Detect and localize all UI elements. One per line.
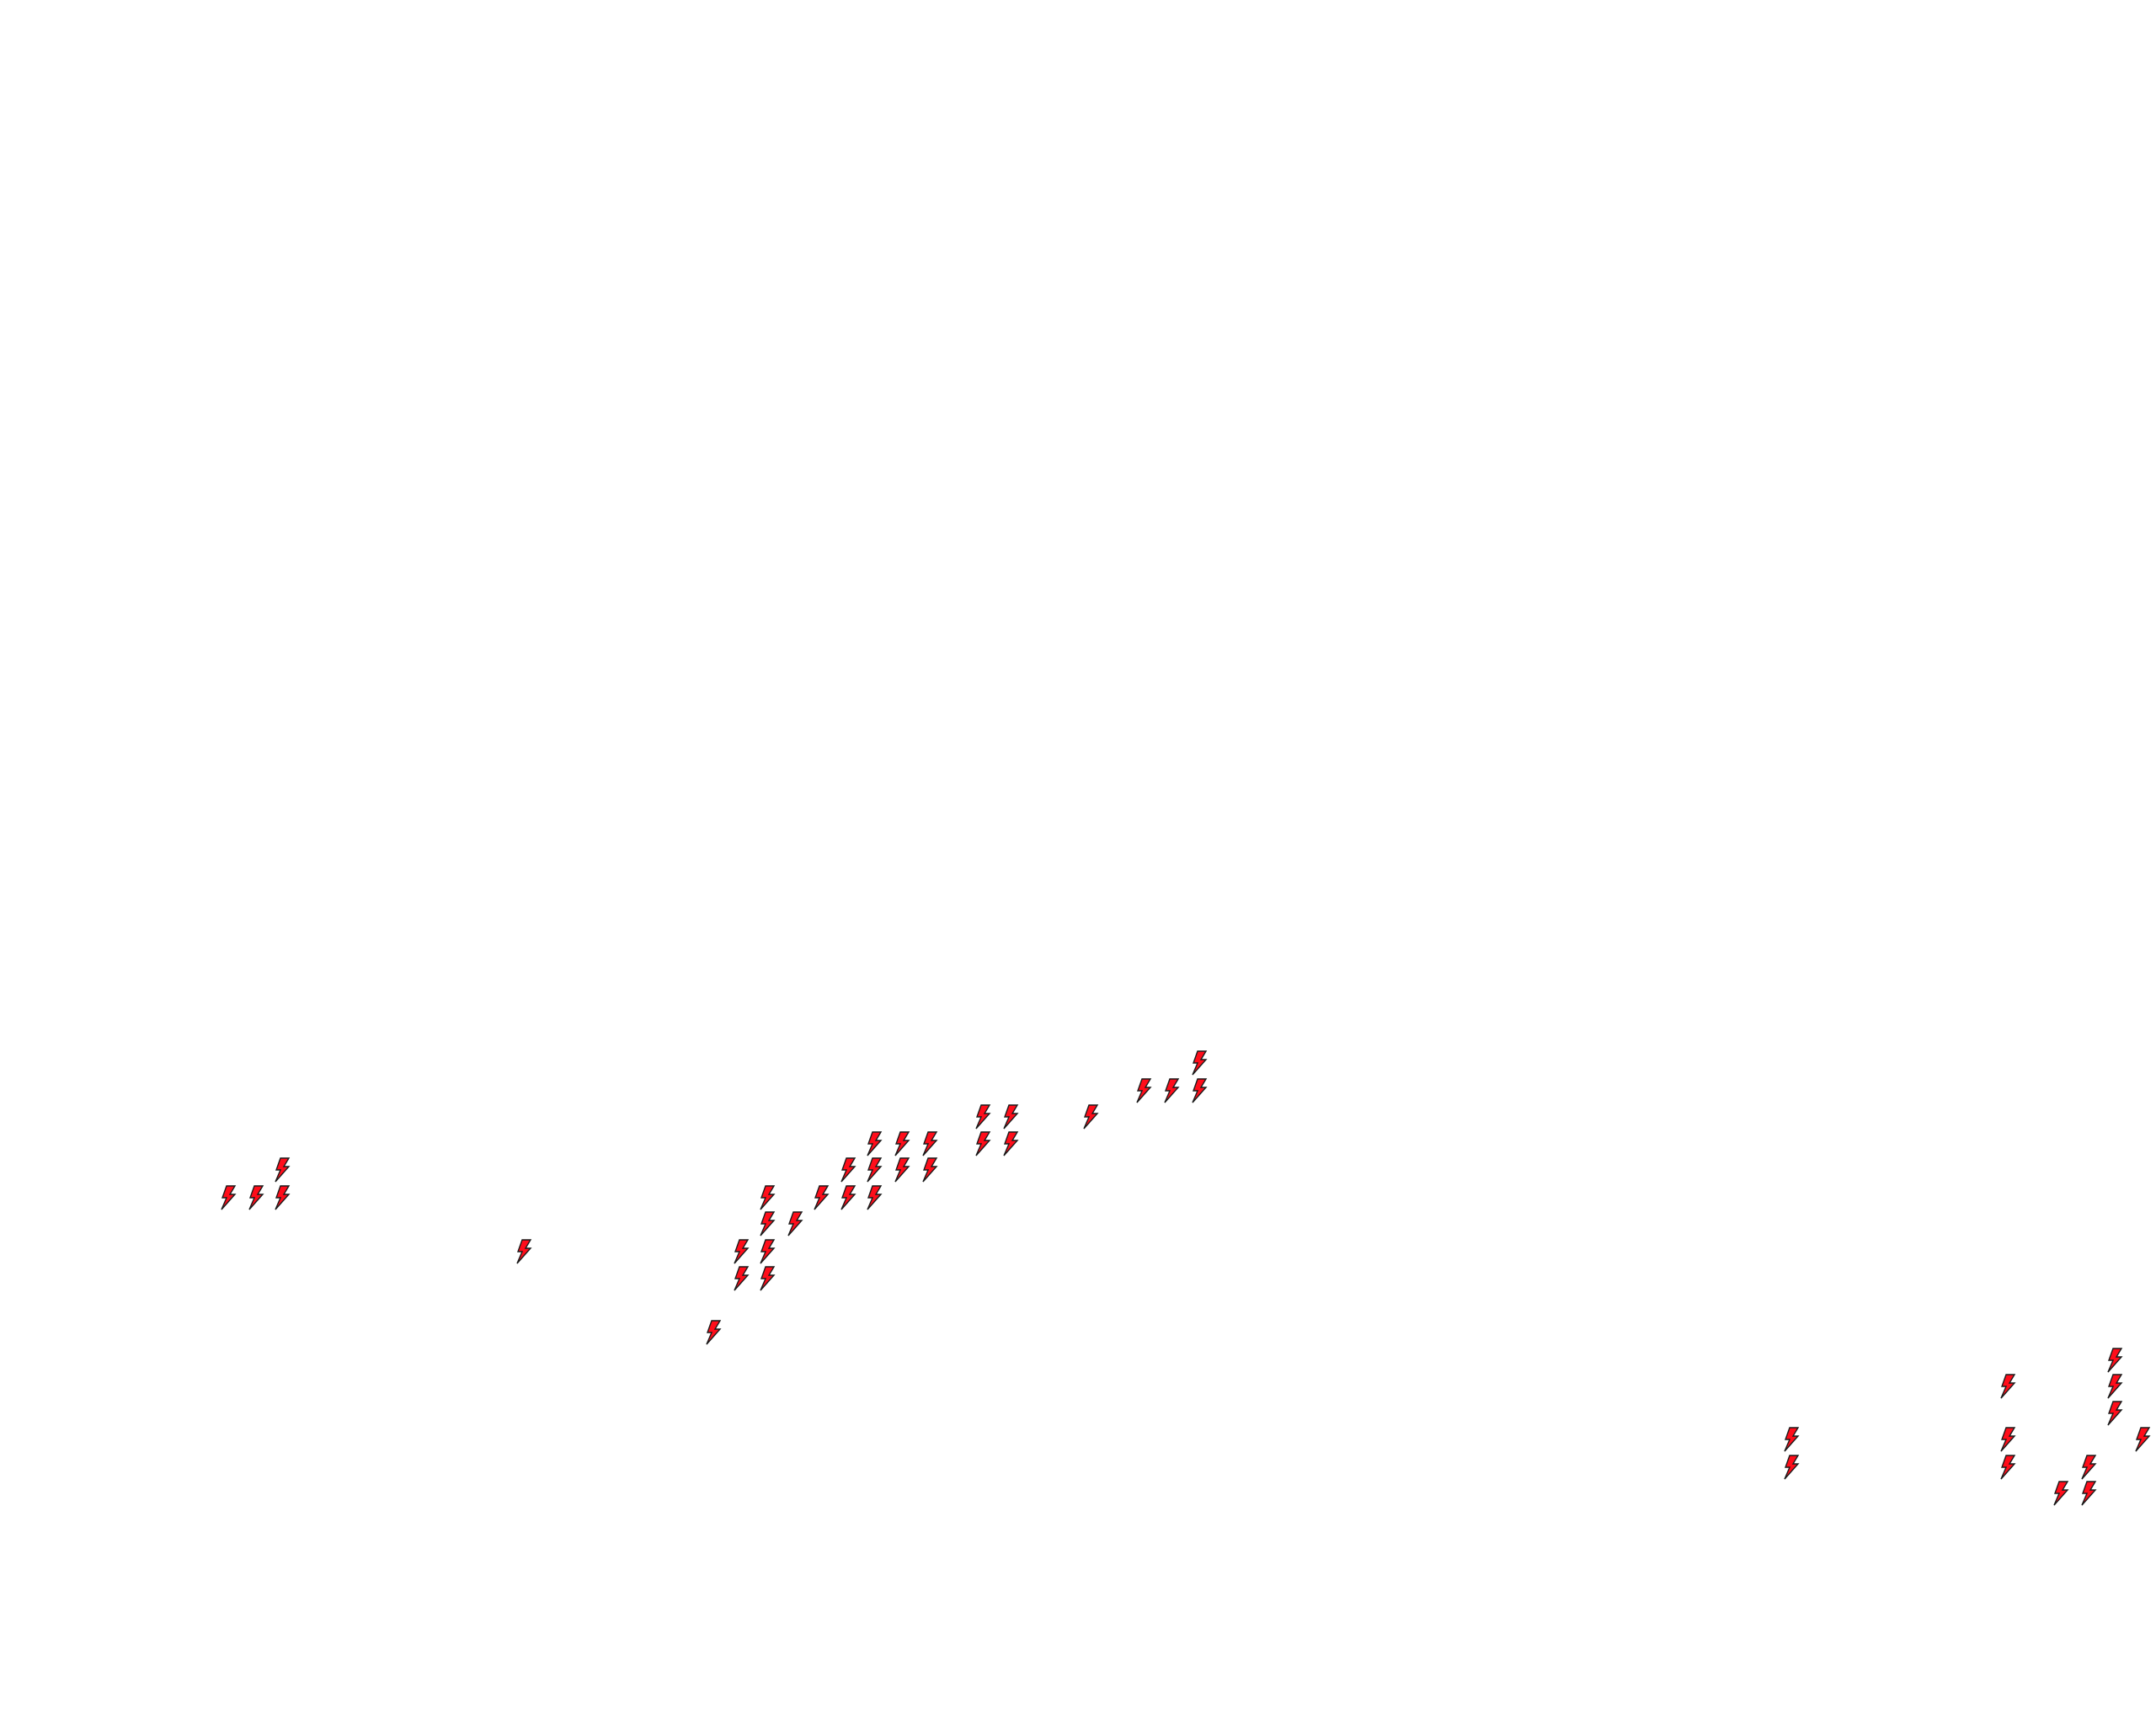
lightning-bolt-icon[interactable] — [839, 1157, 857, 1183]
lightning-bolt-icon[interactable] — [732, 1239, 750, 1264]
lightning-bolt-icon[interactable] — [2105, 1347, 2124, 1373]
lightning-bolt-icon[interactable] — [219, 1185, 237, 1210]
lightning-bolt-icon[interactable] — [865, 1157, 883, 1183]
lightning-bolt-icon[interactable] — [1190, 1077, 1209, 1103]
lightning-bolt-icon[interactable] — [2079, 1455, 2098, 1480]
lightning-bolt-icon[interactable] — [974, 1104, 992, 1130]
lightning-bolt-icon[interactable] — [2079, 1481, 2098, 1506]
lightning-bolt-icon[interactable] — [839, 1185, 857, 1210]
lightning-bolt-icon[interactable] — [974, 1131, 992, 1156]
lightning-bolt-icon[interactable] — [921, 1131, 939, 1156]
lightning-bolt-icon[interactable] — [2105, 1374, 2124, 1399]
lightning-bolt-icon[interactable] — [758, 1211, 776, 1236]
lightning-bolt-icon[interactable] — [1134, 1077, 1153, 1103]
lightning-bolt-icon[interactable] — [732, 1266, 750, 1291]
lightning-bolt-icon[interactable] — [1999, 1455, 2017, 1480]
lightning-bolt-icon[interactable] — [704, 1320, 723, 1345]
lightning-bolt-icon[interactable] — [1190, 1050, 1209, 1076]
lightning-bolt-icon[interactable] — [515, 1239, 533, 1264]
lightning-bolt-icon[interactable] — [865, 1185, 883, 1210]
lightning-bolt-icon[interactable] — [758, 1266, 776, 1291]
lightning-bolt-icon[interactable] — [1999, 1427, 2017, 1452]
lightning-bolt-icon[interactable] — [865, 1131, 883, 1156]
lightning-bolt-icon[interactable] — [1782, 1427, 1801, 1452]
lightning-bolt-icon[interactable] — [1782, 1455, 1801, 1480]
lightning-bolt-icon[interactable] — [893, 1131, 911, 1156]
lightning-bolt-icon[interactable] — [1001, 1104, 1020, 1130]
lightning-bolt-icon[interactable] — [1081, 1104, 1100, 1130]
lightning-bolt-icon[interactable] — [1162, 1077, 1181, 1103]
lightning-bolt-icon[interactable] — [786, 1211, 804, 1236]
lightning-bolt-icon[interactable] — [2052, 1481, 2070, 1506]
lightning-bolt-icon[interactable] — [893, 1157, 911, 1183]
lightning-bolt-icon[interactable] — [921, 1157, 939, 1183]
lightning-bolt-icon[interactable] — [273, 1185, 291, 1210]
lightning-bolt-icon[interactable] — [2133, 1427, 2152, 1452]
lightning-bolt-icon[interactable] — [1001, 1131, 1020, 1156]
lightning-bolt-icon[interactable] — [1999, 1374, 2017, 1399]
lightning-bolt-icon[interactable] — [2105, 1401, 2124, 1426]
lightning-bolt-icon[interactable] — [758, 1239, 776, 1264]
lightning-bolt-icon[interactable] — [273, 1157, 291, 1183]
lightning-bolt-icon[interactable] — [758, 1185, 776, 1210]
lightning-bolt-icon[interactable] — [812, 1185, 830, 1210]
lightning-bolt-icon[interactable] — [247, 1185, 265, 1210]
